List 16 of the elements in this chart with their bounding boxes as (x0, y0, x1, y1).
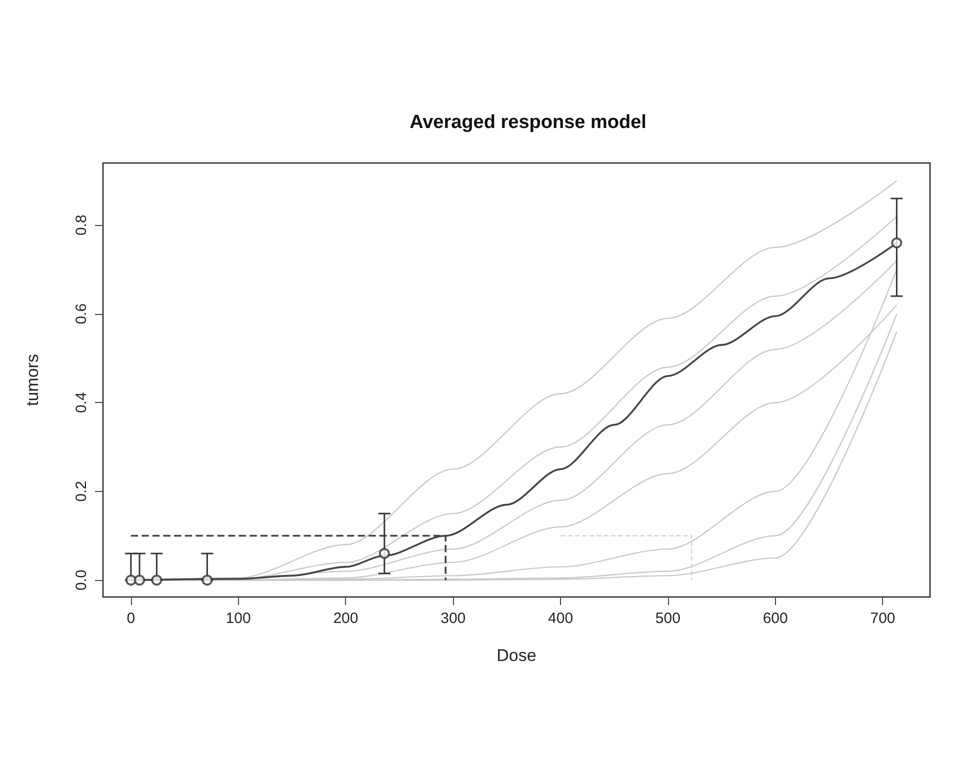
x-tick-label: 100 (226, 610, 251, 627)
x-tick-label: 300 (440, 610, 466, 627)
chart-title: Averaged response model (410, 112, 646, 133)
x-tick-label: 500 (655, 610, 680, 627)
x-tick-label: 200 (333, 610, 358, 627)
y-tick-label: 0.4 (73, 392, 90, 414)
x-tick-label: 700 (870, 610, 896, 627)
x-tick-label: 600 (762, 610, 788, 627)
y-tick-label: 0.0 (73, 570, 90, 591)
y-tick-label: 0.2 (73, 480, 90, 502)
x-tick-label: 0 (126, 610, 136, 627)
x-tick-label: 400 (548, 610, 574, 627)
x-axis-title: Dose (496, 646, 536, 665)
y-tick-label: 0.6 (73, 303, 90, 324)
y-axis-title: tumors (23, 354, 42, 406)
y-tick-label: 0.8 (73, 214, 90, 236)
